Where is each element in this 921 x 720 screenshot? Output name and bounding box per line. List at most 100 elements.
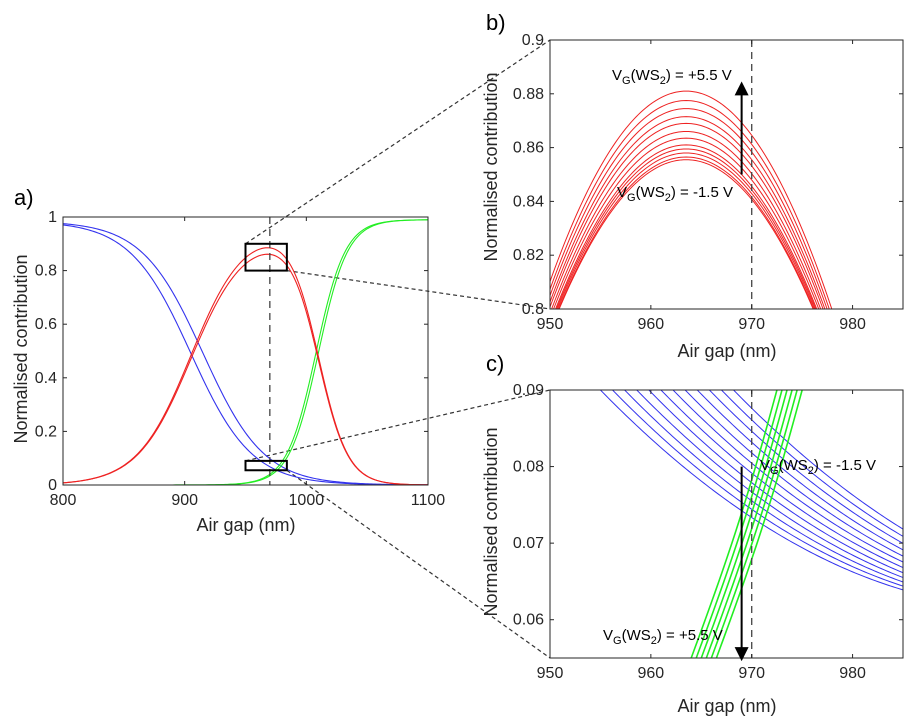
panel-c-axes: 950 960 970 980 0.06 0.07 0.08 0.09 [513,382,904,682]
panel-label-c: c) [486,351,504,376]
y-tick-label: 0.06 [513,612,544,629]
y-tick-label: 0.08 [513,459,544,476]
x-tick-label: 800 [50,492,77,509]
panel-b-axes: 950 960 970 980 0.8 0.82 0.84 0.86 0.88 0.9 [513,32,904,333]
green-series-line [715,390,803,658]
annot-mid: (WS [779,457,808,474]
red-series-line [555,144,818,309]
red-series-line [557,152,816,309]
blue-series-line [660,390,903,569]
annot-prefix: V [603,627,613,644]
y-tick-label: 0 [48,477,57,494]
panel-a-xlabel: Air gap (nm) [196,515,295,535]
green-series-line [710,390,798,658]
annot-sub2: 2 [660,75,666,87]
annot-sub2: 2 [665,192,671,204]
red-series-line [551,130,822,309]
red-series-line [553,137,820,309]
y-tick-label: 0.6 [35,316,57,333]
panel-a-frame [62,216,429,486]
annot-sub1: G [627,192,636,204]
x-tick-label: 980 [839,665,866,682]
panel-c-frame [549,389,904,659]
panel-c-annotation-top: VG(WS2) = -1.5 V [760,457,876,477]
blue-series-line [672,390,903,563]
y-tick-label: 0.84 [513,193,544,210]
annot-suffix: ) = -1.5 V [671,184,733,201]
blue-series-line [732,390,903,530]
green-series-line [705,390,793,658]
red-series-line [63,253,428,485]
blue-series-line [708,390,903,544]
y-tick-label: 0.8 [522,301,544,318]
annot-sub1: G [770,465,779,477]
connector-line [286,270,551,310]
panel-a-axes: 800 900 1000 1100 0 0.2 0.4 0.6 0.8 1 [35,209,446,509]
panel-c-ylabel: Normalised contribution [481,427,501,616]
red-series-line [558,159,814,309]
blue-series-line [684,390,903,557]
panel-b-frame [549,39,904,310]
panel-a-zoom-boxes [244,242,288,472]
annot-suffix: ) = +5.5 V [666,67,732,84]
panel-label-a: a) [14,185,34,210]
annot-sub1: G [622,75,631,87]
annot-sub2: 2 [808,465,814,477]
red-series-line [558,156,815,309]
x-tick-label: 1000 [289,492,325,509]
y-tick-label: 0.2 [35,423,57,440]
panel-b-ylabel: Normalised contribution [481,72,501,261]
green-series-line [690,390,778,658]
y-tick-label: 0.8 [35,263,57,280]
panel-b-xlabel: Air gap (nm) [677,341,776,361]
blue-series-line [63,223,428,485]
annot-sub2: 2 [651,635,657,647]
zoom-box-b [244,242,288,272]
connector-line [245,39,551,245]
red-series-line [550,108,828,309]
zoom-connector-lines [245,39,551,659]
red-series-line [556,148,817,309]
green-series-line [700,390,788,658]
x-tick-label: 950 [537,665,564,682]
blue-series-line [623,390,903,583]
panel-c-xlabel: Air gap (nm) [677,696,776,716]
annot-mid: (WS [631,67,660,84]
panel-b-annotation-bottom: VG(WS2) = -1.5 V [617,184,733,204]
red-series-line [550,90,833,309]
x-tick-label: 900 [171,492,198,509]
y-tick-label: 0.07 [513,535,544,552]
panel-b-series [550,90,833,309]
y-tick-label: 0.09 [513,382,544,399]
connector-line [245,389,551,462]
blue-series-line [720,390,903,537]
y-tick-label: 0.88 [513,86,544,103]
panel-a-ylabel: Normalised contribution [11,254,31,443]
y-tick-label: 0.9 [522,32,544,49]
x-tick-label: 1100 [411,492,446,509]
blue-series-line [611,390,903,587]
y-tick-label: 1 [48,209,57,226]
red-series-line [550,122,824,309]
zoom-box-c [244,459,288,472]
connector-line [286,469,551,659]
blue-series-line [648,390,903,574]
x-tick-label: 970 [738,316,765,333]
x-tick-label: 970 [738,665,765,682]
annot-suffix: ) = +5.5 V [657,627,723,644]
panel-a: a) 800 900 1000 1100 0 0.2 0.4 0.6 0.8 1 Air gap … [11,185,445,535]
panel-b-annotation-top: VG(WS2) = +5.5 V [612,67,732,87]
x-tick-label: 950 [537,316,564,333]
y-tick-label: 0.82 [513,247,544,264]
y-tick-label: 0.4 [35,370,57,387]
panel-label-b: b) [486,10,506,35]
y-tick-label: 0.86 [513,140,544,157]
x-tick-label: 960 [638,316,665,333]
annot-prefix: V [617,184,627,201]
red-series-line [550,100,830,309]
x-tick-label: 960 [638,665,665,682]
panel-c-annotation-bottom: VG(WS2) = +5.5 V [603,627,723,647]
annot-sub1: G [613,635,622,647]
